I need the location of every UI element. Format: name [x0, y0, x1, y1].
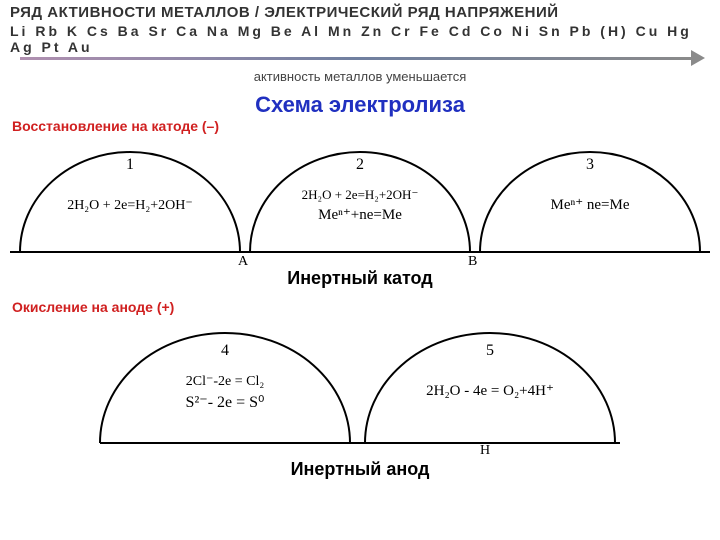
arrow-head-icon	[691, 50, 705, 66]
series-title: РЯД АКТИВНОСТИ МЕТАЛЛОВ / ЭЛЕКТРИЧЕСКИЙ …	[10, 4, 710, 21]
marker-b: B	[468, 254, 477, 270]
dome-number: 2	[356, 156, 364, 173]
activity-note: активность металлов уменьшается	[10, 69, 710, 84]
dome-reaction: 2H₂O - 4e = O₂+4H⁺	[426, 383, 554, 399]
dome-reaction: 2H₂O + 2e=H₂+2OH⁻	[302, 187, 419, 202]
cathode-subtitle: Восстановление на катоде (–)	[12, 118, 720, 134]
dome-number: 5	[486, 342, 494, 359]
series-elements: Li Rb K Cs Ba Sr Ca Na Mg Be Al Mn Zn Cr…	[10, 23, 710, 55]
activity-arrow	[10, 53, 710, 71]
dome-reaction: Meⁿ⁺+ne=Me	[318, 207, 402, 223]
cathode-domes-svg: 1 2H₂O + 2e=H₂+2OH⁻ 2 2H₂O + 2e=H₂+2OH⁻ …	[10, 134, 710, 264]
anode-dome-row: 4 2Cl⁻-2e = Cl₂ S²⁻- 2e = S⁰ 5 2H₂O - 4e…	[80, 315, 640, 455]
marker-h: H	[480, 443, 490, 459]
anode-label: Инертный анод	[0, 459, 720, 480]
marker-a: A	[238, 254, 248, 270]
dome-reaction: 2Cl⁻-2e = Cl₂	[186, 374, 265, 389]
arrow-line	[20, 57, 692, 60]
dome-number: 4	[221, 342, 229, 359]
cathode-label: Инертный катод	[0, 268, 720, 289]
anode-subtitle: Окисление на аноде (+)	[12, 299, 720, 315]
dome-reaction: Meⁿ⁺ ne=Me	[551, 197, 630, 213]
activity-series-header: РЯД АКТИВНОСТИ МЕТАЛЛОВ / ЭЛЕКТРИЧЕСКИЙ …	[0, 0, 720, 84]
anode-domes-svg: 4 2Cl⁻-2e = Cl₂ S²⁻- 2e = S⁰ 5 2H₂O - 4e…	[80, 315, 640, 455]
dome-reaction: 2H₂O + 2e=H₂+2OH⁻	[67, 198, 193, 213]
dome-reaction: S²⁻- 2e = S⁰	[186, 394, 265, 411]
dome-number: 3	[586, 156, 594, 173]
diagram-title: Схема электролиза	[0, 92, 720, 118]
dome-number: 1	[126, 156, 134, 173]
cathode-dome-row: 1 2H₂O + 2e=H₂+2OH⁻ 2 2H₂O + 2e=H₂+2OH⁻ …	[10, 134, 710, 264]
